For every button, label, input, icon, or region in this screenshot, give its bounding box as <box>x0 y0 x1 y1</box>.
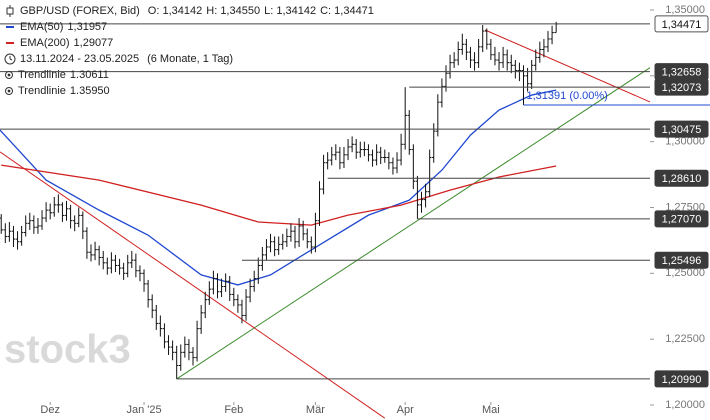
range-row: 13.11.2024 - 23.05.2025 (6 Monate, 1 Tag… <box>4 51 374 67</box>
trend-legend: Trendlinie 1.30611 Trendlinie 1.35950 <box>4 67 374 99</box>
level-label: 1,34471 <box>662 19 702 31</box>
quote-value: 1,34471 <box>334 5 374 17</box>
legend-value: 1,29077 <box>73 37 114 49</box>
quote-row: GBP/USD (FOREX, Bid) O: 1,34142 H: 1,3455… <box>4 3 374 19</box>
trendline <box>176 67 651 380</box>
quotes: O: 1,34142 H: 1,34550 L: 1,34142 C: 1,34471 <box>144 3 374 19</box>
legend-swatch <box>6 42 14 44</box>
legend-value: 1.30611 <box>69 69 109 81</box>
clock-icon <box>4 53 16 65</box>
trendline <box>0 151 386 419</box>
plot <box>0 21 651 419</box>
legend-row: EMA(200) 1,29077 <box>4 35 374 51</box>
trend-icon <box>5 87 13 95</box>
ema-line <box>0 89 557 286</box>
legend-swatch <box>6 26 14 28</box>
level-box <box>654 15 709 33</box>
y-tick-label: 1,22500 <box>665 333 705 345</box>
y-tick-label: 1,35000 <box>665 4 705 16</box>
x-tick-label: Dez <box>40 404 60 416</box>
legend-name: EMA(200) <box>20 37 70 49</box>
quote-label: H: <box>206 5 218 17</box>
level-box <box>654 210 709 228</box>
ema-line <box>1 164 557 226</box>
period: (6 Monate, 1 Tag) <box>147 53 234 65</box>
quote: C: 1,34471 <box>320 5 374 17</box>
level-label: 1,27070 <box>662 214 702 226</box>
instrument: GBP/USD (FOREX, Bid) <box>20 5 140 17</box>
level-label: 1,32658 <box>662 67 702 79</box>
x-tick-label: Feb <box>224 404 243 416</box>
quote-label: O: <box>147 5 160 17</box>
level-box <box>654 370 709 388</box>
quote: O: 1,34142 <box>148 5 202 17</box>
marker-label: 1,31391 (0.00%) <box>527 90 608 102</box>
legend-row: EMA(50) 1,31957 <box>4 19 374 35</box>
quote-label: C: <box>320 5 332 17</box>
trend-icon <box>5 71 13 79</box>
level-box <box>654 78 709 96</box>
y-tick-label: 1,20000 <box>665 399 705 411</box>
legend-name: Trendlinie <box>18 69 66 81</box>
level-label: 1,20990 <box>662 374 702 386</box>
level-box <box>654 120 709 138</box>
y-tick-label: 1,25000 <box>665 267 705 279</box>
watermark: stock3 <box>4 328 131 372</box>
quote-value: 1,34142 <box>276 5 317 17</box>
legend-name: EMA(50) <box>20 21 64 33</box>
level-label: 1,25496 <box>662 255 702 267</box>
level-label: 1,28610 <box>662 173 702 185</box>
candle-icon <box>6 5 14 17</box>
trendline <box>484 29 651 103</box>
level-label: 1,30475 <box>662 124 702 136</box>
x-tick-label: Jan '25 <box>126 404 161 416</box>
legend-value: 1,31957 <box>67 21 108 33</box>
legend-row: Trendlinie 1.30611 <box>4 67 374 83</box>
x-tick-label: Apr <box>397 404 414 416</box>
quote-value: 1,34142 <box>162 5 203 17</box>
series-legend: EMA(50) 1,31957 EMA(200) 1,29077 <box>4 19 374 51</box>
quote: H: 1,34550 <box>206 5 260 17</box>
quote-label: L: <box>264 5 274 17</box>
level-label: 1,32073 <box>662 82 702 94</box>
x-tick-label: Mai <box>482 404 500 416</box>
quote-value: 1,34550 <box>220 5 261 17</box>
legend-row: Trendlinie 1.35950 <box>4 83 374 99</box>
quote: L: 1,34142 <box>264 5 316 17</box>
legend-value: 1.35950 <box>69 85 110 97</box>
level-box <box>654 251 709 269</box>
legend: GBP/USD (FOREX, Bid) O: 1,34142 H: 1,3455… <box>4 3 374 99</box>
date-range: 13.11.2024 - 23.05.2025 <box>20 53 140 65</box>
level-box <box>654 169 709 187</box>
x-tick-label: Mär <box>306 404 325 416</box>
y-tick-label: 1,30000 <box>665 136 705 148</box>
legend-name: Trendlinie <box>18 85 66 97</box>
